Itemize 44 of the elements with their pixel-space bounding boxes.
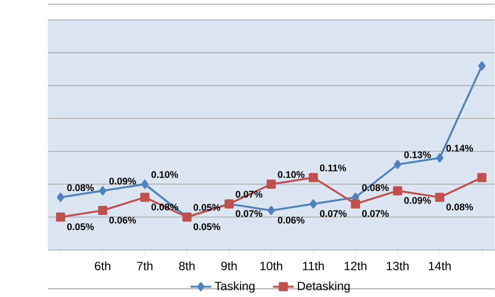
data-label: 0.09% [404,197,431,204]
legend-label: Detasking [298,282,350,293]
point [99,186,106,196]
x-tick-label: 11th [303,262,324,270]
data-label: 0.05% [194,223,220,230]
data-label: 0.07% [320,210,347,218]
x-tick-label: 9th [221,262,237,270]
data-label: 0.13% [404,151,431,158]
data-label: 0.07% [236,210,262,218]
data-label: 0.08% [446,204,474,211]
point [266,180,276,189]
point [308,173,318,182]
legend-label: Tasking [214,282,254,293]
x-tick-label: 10th [260,262,282,270]
data-label: 0.10% [278,171,304,178]
data-label: 0.08% [67,184,94,192]
data-label: 0.11% [320,164,346,172]
data-label: 0.06% [278,216,304,224]
point [477,173,486,182]
data-label: 0.07% [362,210,389,218]
x-tick-label: 6th [94,262,110,270]
x-tick-label: 8th [179,262,195,270]
x-tick-label: 14th [428,262,451,270]
data-label: 0.14% [446,144,474,152]
point [310,199,318,209]
x-tick-label: 13th [386,262,409,270]
data-label: 0.09% [109,178,136,185]
point [56,212,66,222]
point [435,192,444,202]
point [98,206,108,216]
data-label: 0.06% [109,216,136,224]
point [478,61,486,71]
point [140,192,150,202]
point [141,180,148,189]
x-tick-label: 7th [137,262,152,270]
point [350,199,360,209]
data-label: 0.05% [67,223,94,230]
x-tick-label: 12th [344,262,366,270]
point [56,192,64,202]
point [394,160,402,170]
point [268,206,275,216]
point [393,186,402,196]
data-label: 0.10% [151,171,178,178]
point [436,153,444,163]
